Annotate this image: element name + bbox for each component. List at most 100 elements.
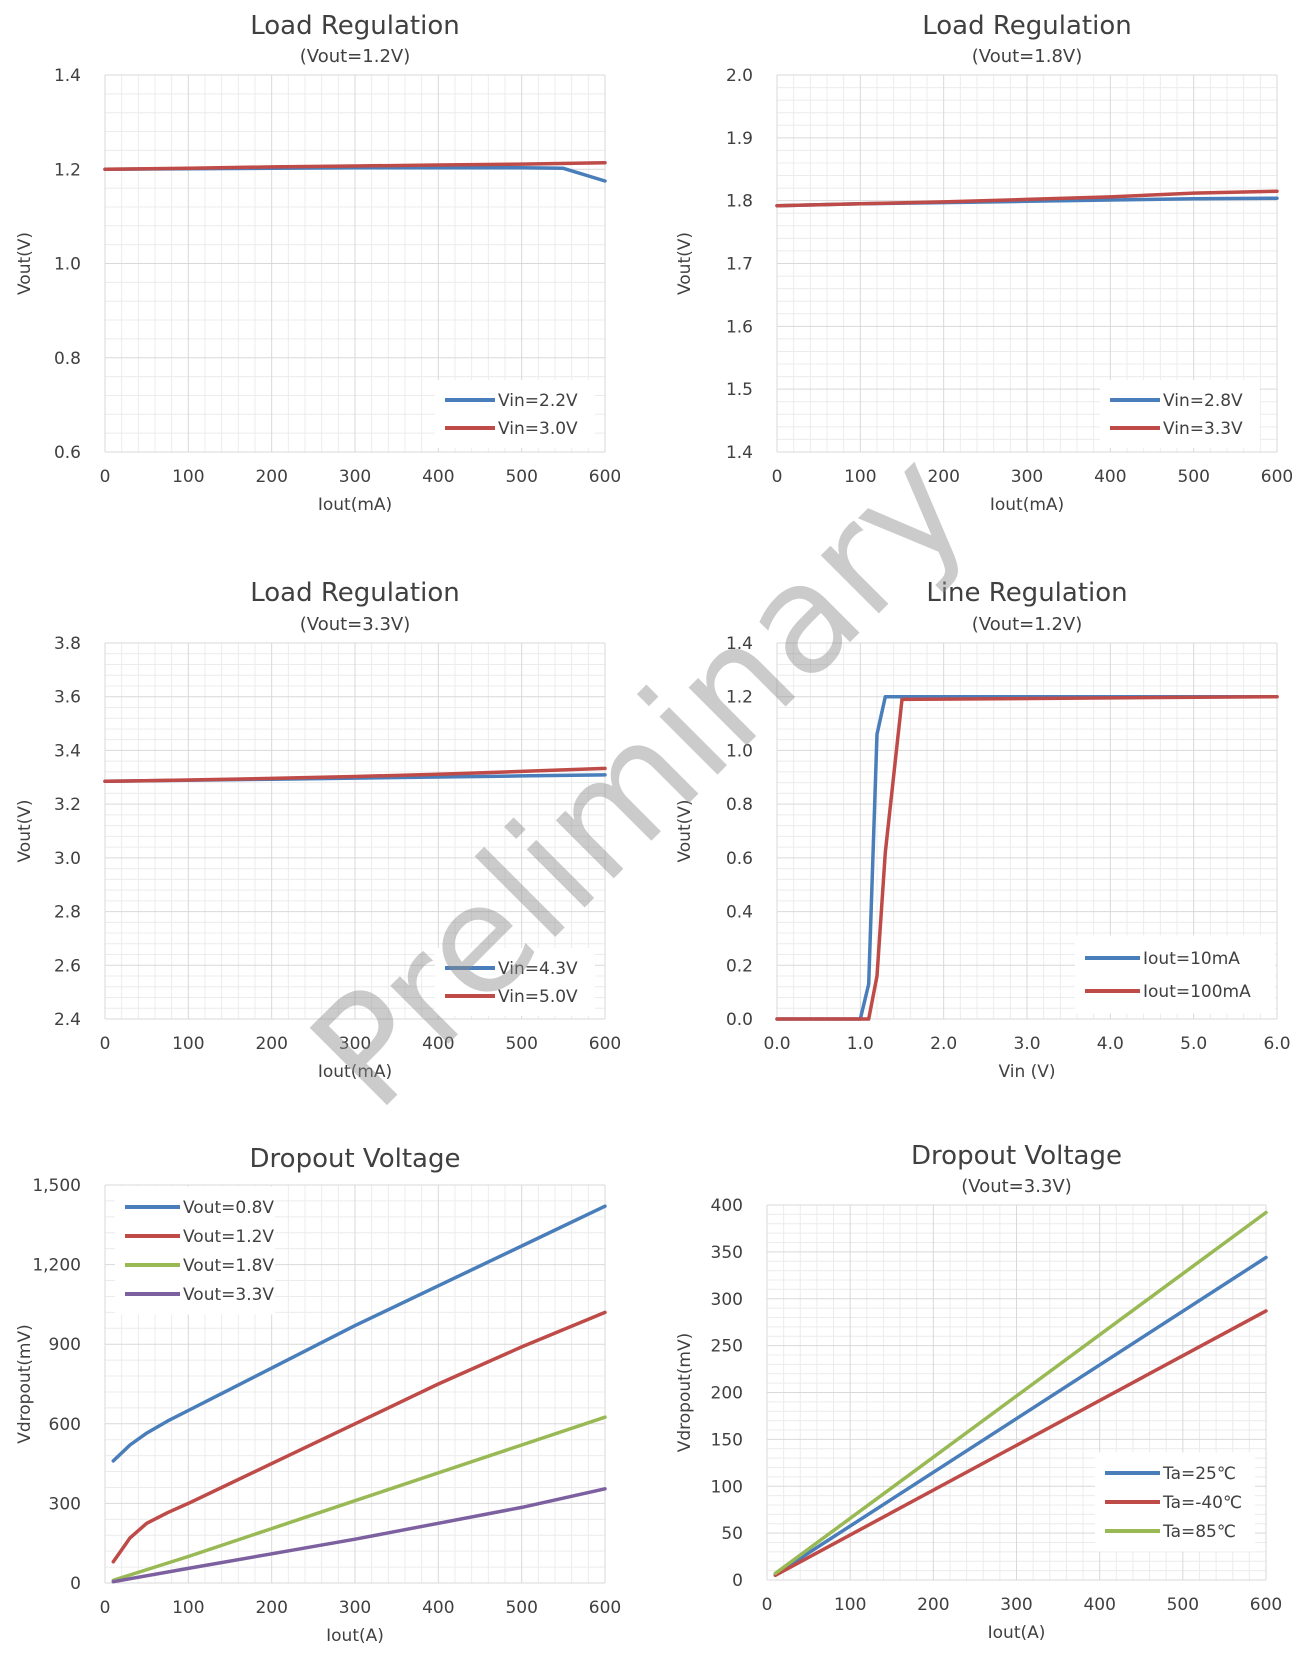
series-line-Vin-5-0V bbox=[103, 766, 607, 784]
y-tick-label: 1,200 bbox=[32, 1256, 81, 1276]
chart-subtitle: (Vout=3.3V) bbox=[961, 1176, 1071, 1197]
y-tick-label: 0 bbox=[70, 1574, 81, 1594]
legend-label: Iout=100mA bbox=[1143, 982, 1251, 1002]
x-tick-label: 200 bbox=[917, 1595, 949, 1615]
legend-label: Vin=3.3V bbox=[1163, 419, 1243, 439]
y-tick-label: 1.6 bbox=[726, 317, 753, 337]
y-tick-label: 300 bbox=[711, 1290, 743, 1310]
series-line-Ta-40- bbox=[773, 1309, 1268, 1578]
y-axis-label: Vout(V) bbox=[675, 232, 695, 295]
series-line-Vout-1-8V bbox=[111, 1415, 607, 1583]
y-axis-label: Vout(V) bbox=[15, 799, 35, 862]
y-tick-label: 1.8 bbox=[726, 192, 753, 212]
x-tick-label: 100 bbox=[172, 1034, 204, 1054]
x-tick-label: 0 bbox=[100, 1598, 111, 1618]
legend-label: Iout=10mA bbox=[1143, 949, 1240, 969]
x-tick-label: 500 bbox=[505, 1598, 537, 1618]
legend-box bbox=[1100, 380, 1260, 448]
x-tick-label: 0 bbox=[100, 1034, 111, 1054]
legend-label: Vout=0.8V bbox=[183, 1198, 274, 1218]
chart-subtitle: (Vout=1.2V) bbox=[972, 614, 1082, 635]
x-tick-label: 3.0 bbox=[1013, 1034, 1040, 1054]
y-tick-label: 0.4 bbox=[726, 903, 753, 923]
x-axis-label: Iout(mA) bbox=[990, 495, 1064, 515]
y-tick-label: 1.0 bbox=[726, 741, 753, 761]
x-tick-label: 300 bbox=[339, 1598, 371, 1618]
y-tick-label: 1.0 bbox=[54, 255, 81, 275]
legend-label: Vout=3.3V bbox=[183, 1285, 274, 1305]
series-line-Vout-1-2V bbox=[111, 1310, 607, 1564]
y-tick-label: 350 bbox=[711, 1243, 743, 1263]
series-line-Vout-0-8V bbox=[111, 1204, 607, 1463]
y-tick-label: 1.5 bbox=[726, 380, 753, 400]
chart-subtitle: (Vout=3.3V) bbox=[300, 614, 410, 635]
y-tick-label: 50 bbox=[721, 1524, 743, 1544]
y-tick-label: 1.2 bbox=[726, 688, 753, 708]
series-line-Vin-3-3V bbox=[775, 189, 1279, 208]
y-tick-label: 400 bbox=[711, 1196, 743, 1216]
y-tick-label: 0.0 bbox=[726, 1010, 753, 1030]
series-line-Ta-85- bbox=[773, 1210, 1268, 1576]
y-tick-label: 3.6 bbox=[54, 688, 81, 708]
x-tick-label: 0 bbox=[100, 467, 111, 487]
chart-3: 0 100 200 300 400 500 600 2.4 2.6 2.8 3.0 3.2 3.4 3.6… bbox=[15, 578, 621, 1082]
x-axis-label: Iout(A) bbox=[988, 1623, 1046, 1643]
y-tick-label: 0.6 bbox=[726, 849, 753, 869]
x-tick-label: 100 bbox=[844, 467, 876, 487]
chart-4: 0.0 1.0 2.0 3.0 4.0 5.0 6.0 0.0 0.2 0.4 0.6 0.8 1.0 1… bbox=[675, 578, 1291, 1082]
chart-6: 0 100 200 300 400 500 600 0 50 100 150 200 250 300 350… bbox=[675, 1141, 1282, 1643]
x-tick-label: 400 bbox=[422, 467, 454, 487]
x-tick-label: 0.0 bbox=[763, 1034, 790, 1054]
x-tick-label: 400 bbox=[1083, 1595, 1115, 1615]
y-tick-label: 2.4 bbox=[54, 1010, 81, 1030]
y-tick-label: 100 bbox=[711, 1477, 743, 1497]
y-tick-label: 300 bbox=[49, 1494, 81, 1514]
y-tick-label: 3.4 bbox=[54, 741, 81, 761]
y-tick-label: 600 bbox=[49, 1415, 81, 1435]
chart-title: Load Regulation bbox=[922, 11, 1131, 41]
y-tick-label: 2.6 bbox=[54, 956, 81, 976]
y-tick-label: 0.2 bbox=[726, 956, 753, 976]
x-tick-label: 400 bbox=[422, 1598, 454, 1618]
x-tick-label: 600 bbox=[589, 1598, 621, 1618]
legend-label: Ta=25℃ bbox=[1162, 1464, 1236, 1484]
x-tick-label: 600 bbox=[589, 1034, 621, 1054]
y-axis-label: Vdropout(mV) bbox=[15, 1324, 35, 1444]
x-tick-label: 100 bbox=[172, 467, 204, 487]
y-axis-label: Vout(V) bbox=[15, 232, 35, 295]
y-tick-label: 1.7 bbox=[726, 255, 753, 275]
x-tick-label: 100 bbox=[172, 1598, 204, 1618]
series-line-Iout-100mA bbox=[775, 694, 1279, 1021]
x-tick-label: 400 bbox=[1094, 467, 1126, 487]
legend-label: Vin=5.0V bbox=[498, 987, 578, 1007]
chart-1: 0 100 200 300 400 500 600 0.6 0.8 1.0 1.2 1.4 Load R… bbox=[15, 11, 621, 515]
x-axis-label: Iout(A) bbox=[326, 1626, 384, 1646]
legend-label: Vin=4.3V bbox=[498, 959, 578, 979]
x-tick-label: 0 bbox=[762, 1595, 773, 1615]
x-tick-label: 500 bbox=[1177, 467, 1209, 487]
series-line-Ta-25- bbox=[773, 1255, 1268, 1577]
x-tick-label: 1.0 bbox=[847, 1034, 874, 1054]
y-tick-label: 150 bbox=[711, 1430, 743, 1450]
x-tick-label: 300 bbox=[339, 467, 371, 487]
x-tick-label: 600 bbox=[1261, 467, 1293, 487]
chart-title: Dropout Voltage bbox=[250, 1144, 461, 1174]
chart-subtitle: (Vout=1.8V) bbox=[972, 46, 1082, 67]
y-tick-label: 0.8 bbox=[726, 795, 753, 815]
y-tick-label: 900 bbox=[49, 1335, 81, 1355]
y-tick-label: 0.8 bbox=[54, 349, 81, 369]
x-tick-label: 500 bbox=[1167, 1595, 1199, 1615]
x-axis-label: Iout(mA) bbox=[318, 1062, 392, 1082]
x-tick-label: 4.0 bbox=[1097, 1034, 1124, 1054]
x-tick-label: 5.0 bbox=[1180, 1034, 1207, 1054]
y-axis-label: Vdropout(mV) bbox=[675, 1333, 695, 1453]
legend-label: Ta=-40℃ bbox=[1162, 1493, 1242, 1513]
x-tick-label: 2.0 bbox=[930, 1034, 957, 1054]
chart-5: 0 100 200 300 400 500 600 0 300 600 900 1,200 1,500 D… bbox=[15, 1144, 621, 1646]
x-tick-label: 300 bbox=[339, 1034, 371, 1054]
legend-label: Vout=1.8V bbox=[183, 1256, 274, 1276]
chart-title: Dropout Voltage bbox=[911, 1141, 1122, 1171]
legend-label: Vout=1.2V bbox=[183, 1227, 274, 1247]
y-tick-label: 3.8 bbox=[54, 634, 81, 654]
